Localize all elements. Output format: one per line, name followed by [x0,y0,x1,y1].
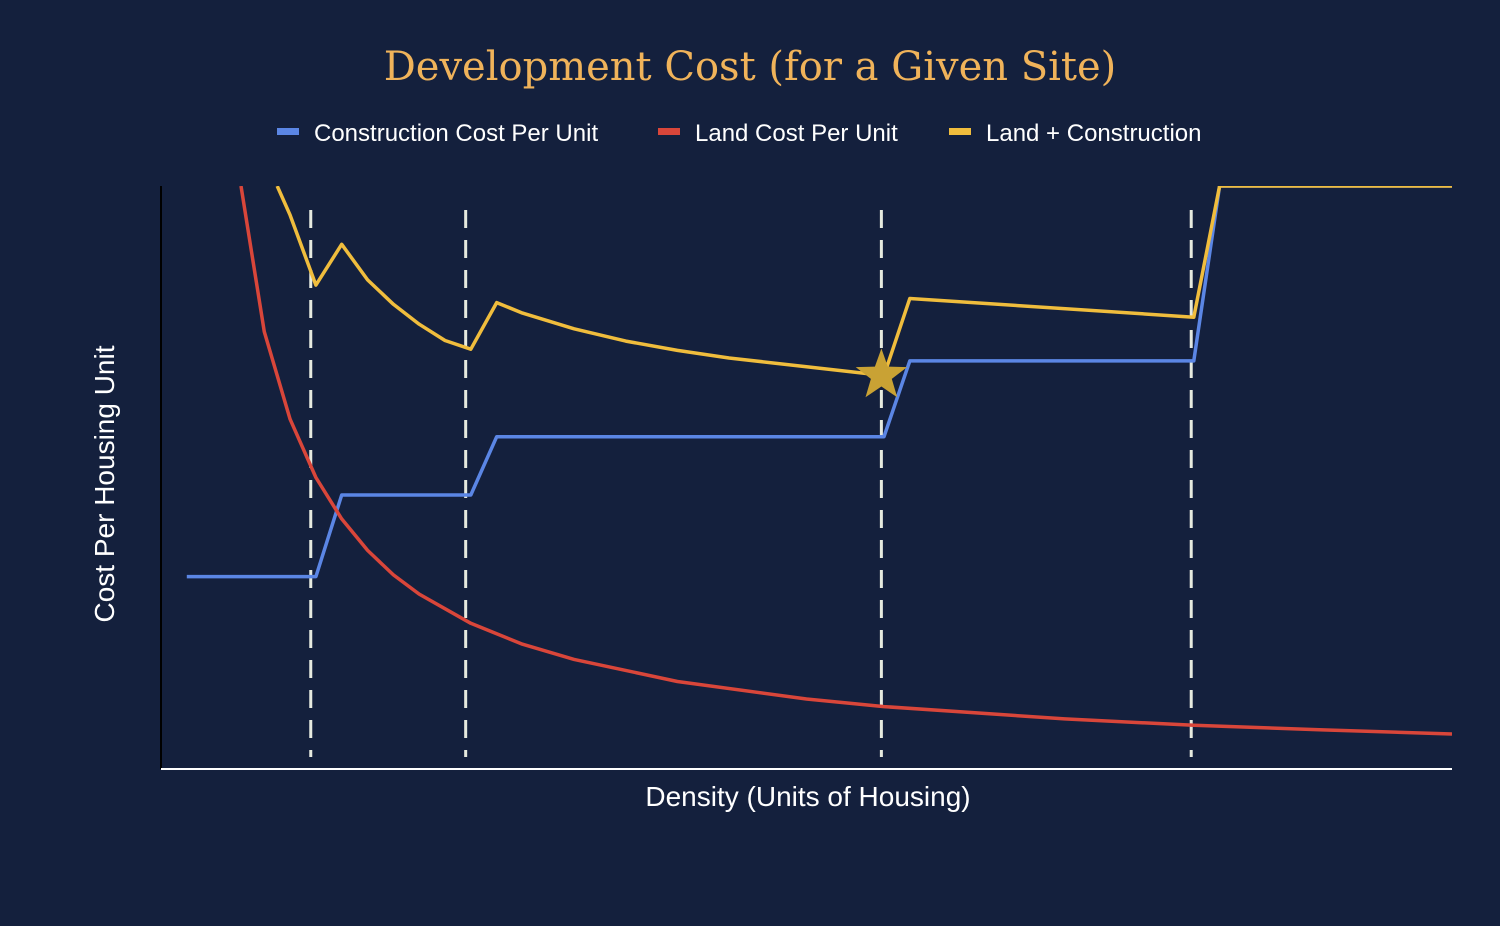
optimal-point-star-icon [855,348,908,398]
series-line-3 [275,186,1452,378]
legend-label-1: Construction Cost Per Unit [314,120,598,147]
legend-swatch-1 [277,128,299,135]
legend-swatch-2 [658,128,680,135]
chart-title: Development Cost (for a Given Site) [384,44,1117,90]
legend: Construction Cost Per Unit Land Cost Per … [277,120,1201,147]
legend-label-2: Land Cost Per Unit [695,120,898,147]
y-axis-label: Cost Per Housing Unit [89,345,120,622]
series-line-2 [239,186,1452,736]
x-axis-label: Density (Units of Housing) [645,781,970,812]
legend-label-3: Land + Construction [986,120,1201,147]
legend-swatch-3 [949,128,971,135]
plot-area [186,186,1452,757]
series-line-1 [186,186,1452,579]
series-group [186,186,1452,757]
